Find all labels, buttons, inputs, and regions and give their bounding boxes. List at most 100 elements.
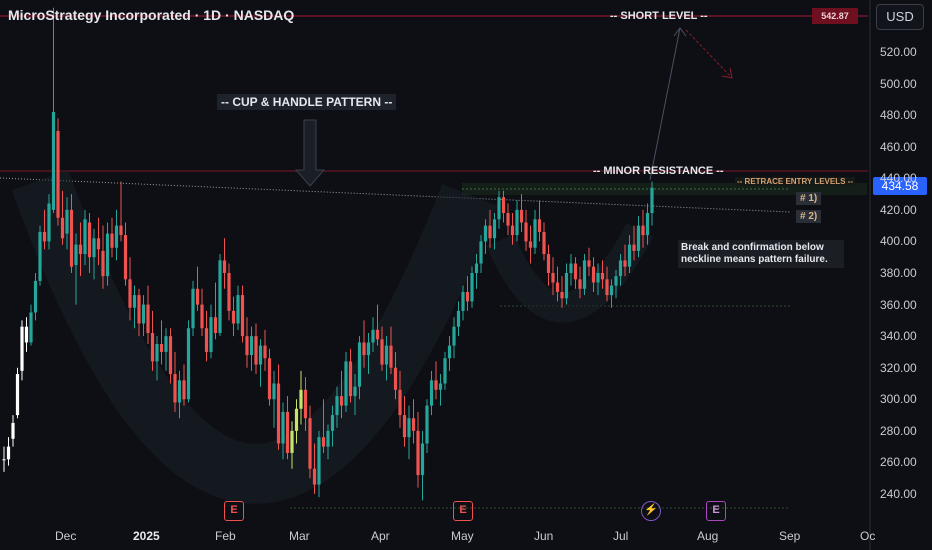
candle-body <box>497 197 501 220</box>
candle-body <box>186 328 191 400</box>
earnings-icon[interactable]: E <box>706 501 726 521</box>
short-level-price: 542.87 <box>812 8 858 24</box>
candle-body <box>411 418 416 431</box>
candle-body <box>87 222 92 258</box>
candle-body <box>15 374 20 416</box>
x-tick-label: Mar <box>289 529 310 543</box>
candle-body <box>254 336 258 365</box>
y-tick-label: 300.00 <box>880 392 917 407</box>
candle-body <box>29 312 33 343</box>
candle-body <box>465 291 470 302</box>
candle-body <box>128 279 132 308</box>
candle-body <box>353 386 357 397</box>
candle-body <box>479 241 483 264</box>
candle-body <box>326 430 330 447</box>
candle-body <box>357 342 362 387</box>
candle-body <box>110 233 114 248</box>
candle-body <box>573 263 578 280</box>
candle-body <box>627 244 632 267</box>
candle-body <box>74 244 78 266</box>
candle-body <box>33 280 38 313</box>
candle-body <box>159 344 164 352</box>
candle-body <box>272 383 276 400</box>
candle-body <box>317 437 321 485</box>
candle-body <box>605 279 609 296</box>
down-arrow-icon <box>294 119 326 187</box>
candle-body <box>6 446 11 460</box>
candle-body <box>38 231 42 281</box>
projection-up-arrow <box>649 27 681 181</box>
candle-body <box>299 389 303 409</box>
candle-body <box>596 273 600 283</box>
y-tick-label: 240.00 <box>880 487 917 501</box>
candle-body <box>339 396 344 406</box>
candle-body <box>546 254 551 273</box>
candle-body <box>200 304 204 329</box>
candle-body <box>150 332 155 362</box>
candle-body <box>69 209 74 267</box>
currency-button[interactable]: USD <box>876 4 924 30</box>
candle-body <box>632 244 636 251</box>
candle-body <box>47 203 51 242</box>
candle-body <box>470 273 474 302</box>
candle-body <box>56 130 60 218</box>
earnings-icon[interactable]: E <box>453 501 473 521</box>
retrace-entry-label: -- RETRACE ENTRY LEVELS -- <box>735 177 856 186</box>
y-tick-label: 340.00 <box>880 329 917 344</box>
candle-body <box>24 326 29 343</box>
y-tick-label: 360.00 <box>880 297 917 312</box>
candle-body <box>164 336 168 352</box>
x-tick-label: Sep <box>779 529 801 543</box>
chart-title: MicroStrategy Incorporated · 1D · NASDAQ <box>8 7 295 23</box>
candle-body <box>528 241 533 248</box>
candle-body <box>452 326 456 346</box>
candle-body <box>276 383 281 444</box>
candle-body <box>132 295 137 308</box>
candle-body <box>402 415 407 438</box>
candle-body <box>312 468 317 485</box>
candle-body <box>281 411 285 444</box>
candle-body <box>389 345 393 368</box>
candle-body <box>614 276 618 286</box>
candle-body <box>330 415 335 431</box>
candle-body <box>506 213 510 226</box>
candle-body <box>231 310 236 324</box>
candle-body <box>321 437 326 447</box>
y-tick-label: 460.00 <box>880 139 917 154</box>
candle-body <box>101 250 105 277</box>
candle-body <box>555 282 560 292</box>
candle-body <box>2 459 6 461</box>
short-level-label: -- SHORT LEVEL -- <box>610 10 708 22</box>
candle-body <box>425 405 429 444</box>
earnings-icon[interactable]: E <box>224 501 244 521</box>
candle-body <box>218 260 222 333</box>
candle-body <box>515 209 519 236</box>
pattern-failure-note: Break and confirmation below neckline me… <box>678 240 844 268</box>
candle-body <box>65 209 69 234</box>
x-tick-label: 2025 <box>133 529 160 543</box>
y-tick-label: 400.00 <box>880 234 917 249</box>
candle-body <box>569 263 573 273</box>
cup-handle-label: -- CUP & HANDLE PATTERN -- <box>217 94 397 110</box>
y-tick-label: 440.00 <box>880 171 917 186</box>
candle-body <box>42 231 47 242</box>
candle-body <box>591 266 596 283</box>
split-icon[interactable]: ⚡ <box>641 501 661 521</box>
y-tick-label: 380.00 <box>880 266 917 280</box>
candle-body <box>600 273 605 280</box>
candle-body <box>290 430 294 453</box>
y-tick-label: 260.00 <box>880 455 917 470</box>
candle-body <box>155 344 159 362</box>
candle-body <box>245 336 249 356</box>
candle-body <box>650 187 654 214</box>
candle-body <box>429 380 434 406</box>
candle-body <box>137 295 141 324</box>
candle-body <box>551 273 555 283</box>
last-price-badge: 434.58 <box>873 177 927 195</box>
y-tick-label: 280.00 <box>880 423 917 438</box>
candle-body <box>438 383 443 390</box>
y-tick-label: 480.00 <box>880 108 917 123</box>
candle-body <box>407 418 411 438</box>
x-tick-label: Dec <box>55 529 77 543</box>
